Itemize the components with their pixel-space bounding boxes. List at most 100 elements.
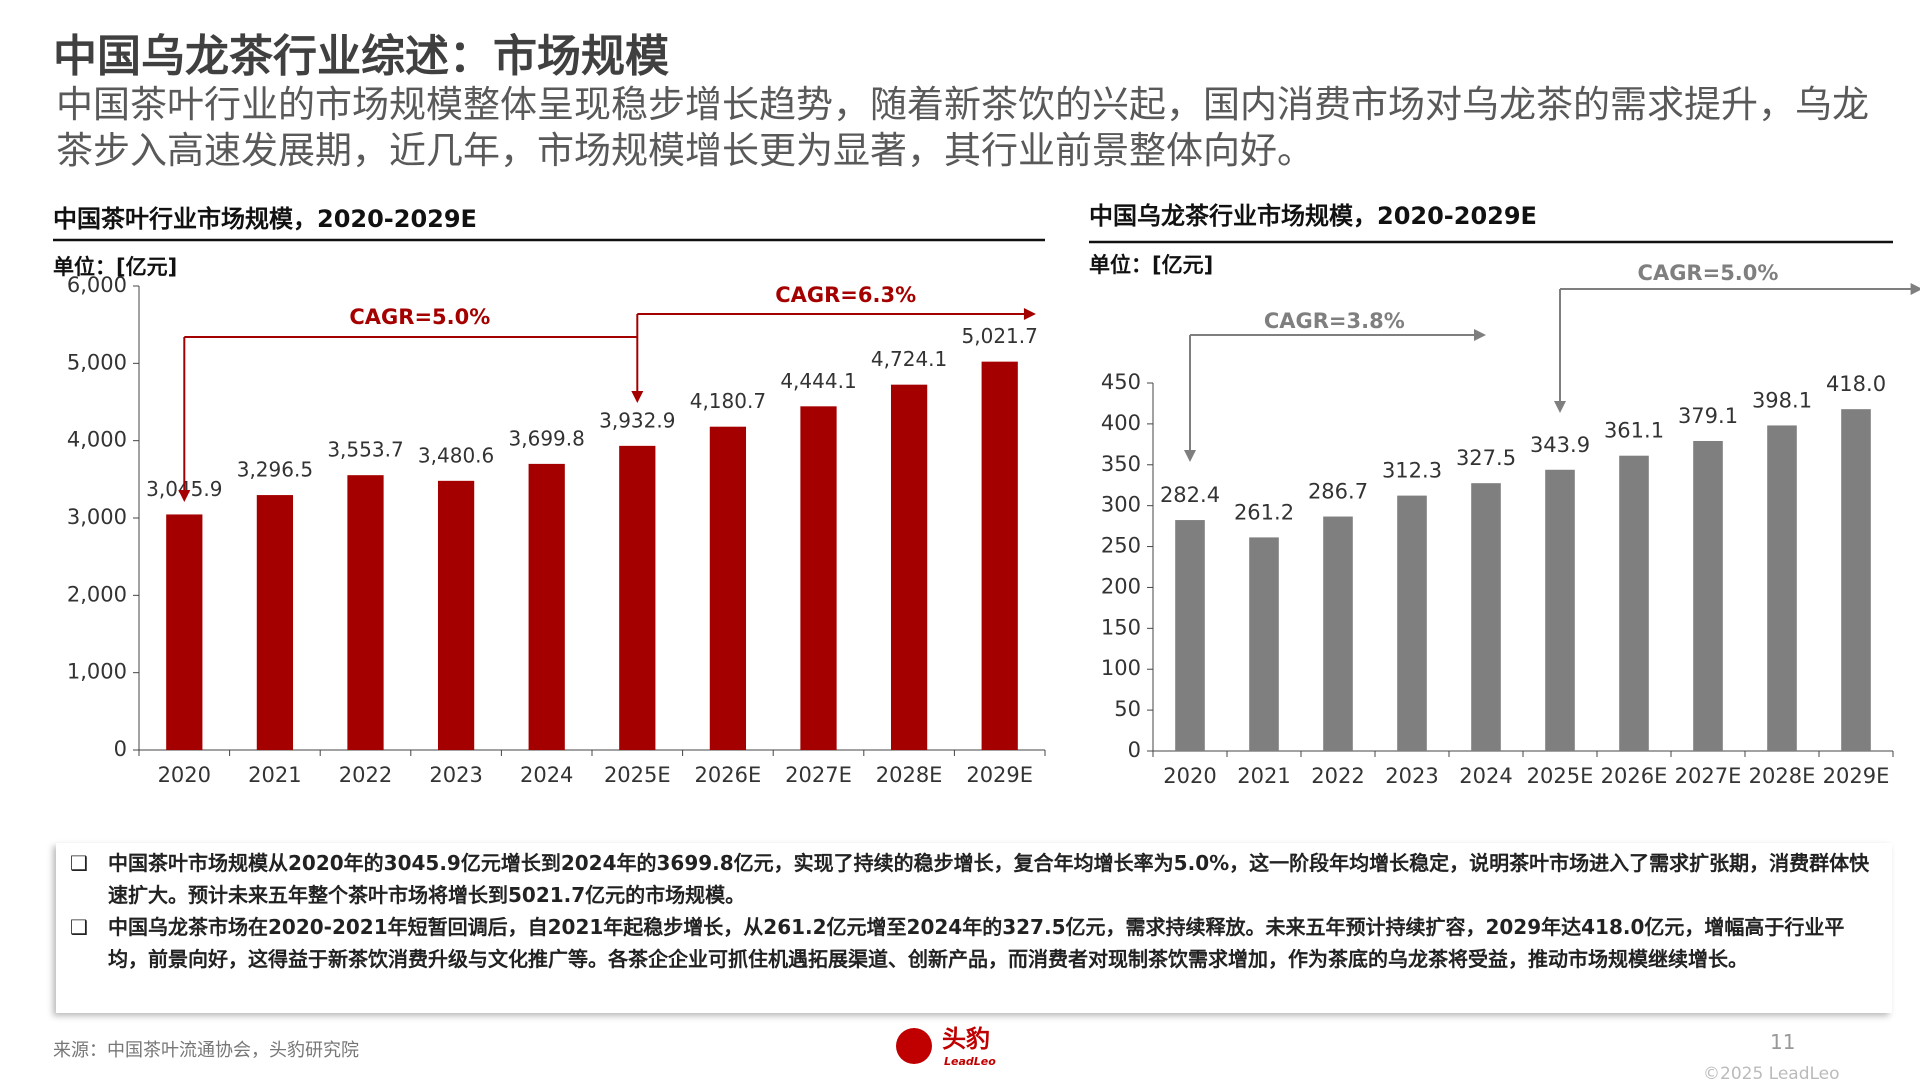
bar <box>1175 520 1205 751</box>
value-label: 3,699.8 <box>509 426 585 450</box>
arrow-head <box>178 490 191 502</box>
arrow-head <box>1023 308 1036 320</box>
cagr-label: CAGR=5.0% <box>349 305 490 329</box>
y-tick-label: 400 <box>1101 411 1141 435</box>
bullet-text: 中国乌龙茶市场在2020-2021年短暂回调后，自2021年起稳步增长，从261… <box>108 915 1845 971</box>
value-label: 261.2 <box>1234 500 1294 524</box>
x-tick-label: 2023 <box>1385 764 1438 788</box>
value-label: 3,480.6 <box>418 443 494 467</box>
bar <box>437 480 475 750</box>
bar <box>800 406 837 750</box>
x-tick-label: 2024 <box>1459 764 1512 788</box>
value-label: 418.0 <box>1826 372 1886 396</box>
value-label: 282.4 <box>1160 483 1220 507</box>
bar <box>347 475 384 750</box>
bar <box>1323 516 1353 751</box>
y-tick-label: 5,000 <box>67 350 127 374</box>
x-tick-label: 2021 <box>1237 764 1290 788</box>
value-label: 343.9 <box>1530 433 1590 457</box>
logo-text: 头豹 <box>942 1025 990 1053</box>
x-tick-label: 2025E <box>1527 764 1594 788</box>
value-label: 398.1 <box>1752 388 1812 412</box>
bar <box>528 463 565 750</box>
y-tick-label: 6,000 <box>67 273 127 297</box>
page-subtitle: 中国茶叶行业的市场规模整体呈现稳步增长趋势，随着新茶饮的兴起，国内消费市场对乌龙… <box>56 83 1869 172</box>
bar <box>166 514 203 750</box>
bar <box>1397 495 1427 751</box>
notes-box: ❑ 中国茶叶市场规模从2020年的3045.9亿元增长到2024年的3699.8亿… <box>56 843 1892 1013</box>
y-tick-label: 200 <box>1101 574 1141 598</box>
y-tick-label: 2,000 <box>67 582 127 606</box>
cagr-label: CAGR=3.8% <box>1264 309 1405 333</box>
unit-label: 单位：[亿元] <box>1089 253 1213 277</box>
logo: 头豹 LeadLeo <box>892 1024 1032 1078</box>
value-label: 4,180.7 <box>690 389 766 413</box>
x-tick-label: 2029E <box>1823 764 1890 788</box>
x-tick-label: 2028E <box>1749 764 1816 788</box>
page-number: 11 <box>1770 1030 1796 1054</box>
bar <box>1767 425 1797 751</box>
y-tick-label: 0 <box>114 737 127 761</box>
y-tick-label: 4,000 <box>67 428 127 452</box>
x-tick-label: 2022 <box>1311 764 1364 788</box>
arrow-head <box>1554 401 1566 413</box>
bar <box>1841 409 1871 751</box>
y-tick-label: 50 <box>1114 697 1141 721</box>
arrow-head <box>1910 283 1920 295</box>
x-tick-label: 2026E <box>1601 764 1668 788</box>
x-tick-label: 2029E <box>966 763 1033 787</box>
x-tick-label: 2023 <box>429 763 482 787</box>
bullet-text: 中国茶叶市场规模从2020年的3045.9亿元增长到2024年的3699.8亿元… <box>108 851 1870 907</box>
source: 来源：中国茶叶流通协会，头豹研究院 <box>53 1040 359 1061</box>
y-tick-label: 1,000 <box>67 660 127 684</box>
value-label: 379.1 <box>1678 404 1738 428</box>
arrow-head <box>631 391 644 403</box>
chart-title: 中国茶叶行业市场规模，2020-2029E <box>53 205 477 233</box>
bar <box>1471 483 1501 751</box>
y-tick-label: 3,000 <box>67 505 127 529</box>
x-tick-label: 2020 <box>158 763 211 787</box>
x-tick-label: 2021 <box>248 763 301 787</box>
bar <box>981 361 1018 750</box>
x-tick-label: 2026E <box>695 763 762 787</box>
value-label: 3,553.7 <box>327 438 403 462</box>
x-tick-label: 2022 <box>339 763 392 787</box>
value-label: 4,444.1 <box>780 369 856 393</box>
bar <box>619 445 656 750</box>
bullet: ❑ 中国乌龙茶市场在2020-2021年短暂回调后，自2021年起稳步增长，从26… <box>70 911 1882 975</box>
unit-label: 单位：[亿元] <box>53 255 177 279</box>
y-tick-label: 100 <box>1101 656 1141 680</box>
value-label: 361.1 <box>1604 419 1664 443</box>
logo-icon: 头豹 LeadLeo <box>896 1025 996 1068</box>
x-tick-label: 2027E <box>785 763 852 787</box>
x-tick-label: 2028E <box>876 763 943 787</box>
value-label: 312.3 <box>1382 459 1442 483</box>
value-label: 3,296.5 <box>237 458 313 482</box>
bar <box>1545 469 1575 751</box>
cagr-label: CAGR=6.3% <box>775 283 916 307</box>
cagr-label: CAGR=5.0% <box>1638 261 1779 285</box>
bar <box>1693 440 1723 751</box>
page-title: 中国乌龙茶行业综述：市场规模 <box>53 31 669 82</box>
value-label: 5,021.7 <box>962 324 1038 348</box>
bar <box>256 495 294 750</box>
y-tick-label: 450 <box>1101 370 1141 394</box>
bar <box>890 384 928 750</box>
chart-title: 中国乌龙茶行业市场规模，2020-2029E <box>1089 202 1537 230</box>
x-tick-label: 2027E <box>1675 764 1742 788</box>
value-label: 4,724.1 <box>871 347 947 371</box>
value-label: 327.5 <box>1456 446 1516 470</box>
bullet: ❑ 中国茶叶市场规模从2020年的3045.9亿元增长到2024年的3699.8亿… <box>70 847 1882 911</box>
x-tick-label: 2020 <box>1163 764 1216 788</box>
value-label: 286.7 <box>1308 480 1368 504</box>
y-tick-label: 350 <box>1101 452 1141 476</box>
x-tick-label: 2025E <box>604 763 671 787</box>
arrow-head <box>1184 450 1196 462</box>
copyright: ©2025 LeadLeo <box>1703 1064 1840 1084</box>
y-tick-label: 150 <box>1101 615 1141 639</box>
logo-sub: LeadLeo <box>944 1055 996 1068</box>
x-tick-label: 2024 <box>520 763 573 787</box>
y-tick-label: 0 <box>1128 738 1141 762</box>
